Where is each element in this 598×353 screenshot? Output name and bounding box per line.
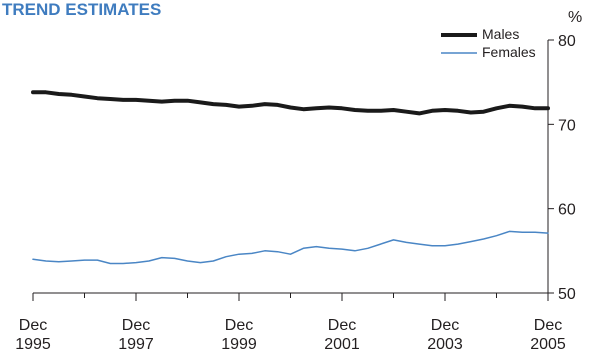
x-tick-label-year: 1999 [221, 336, 257, 353]
legend-label-males: Males [482, 26, 519, 42]
x-tick-label-month: Dec [431, 317, 459, 334]
series-layer [31, 90, 550, 265]
y-tick-label: 50 [558, 286, 576, 303]
x-tick-label-month: Dec [122, 317, 150, 334]
x-tick-label-year: 2005 [530, 336, 566, 353]
series-line-males [31, 90, 550, 116]
axes: 50 60 70 80 Dec 1995 Dec 1997 Dec 1999 Dec 2001 Dec 2… [15, 33, 576, 353]
y-tick-label: 60 [558, 202, 576, 219]
legend: Males Females [441, 26, 536, 60]
series-line-females [32, 230, 549, 265]
legend-label-females: Females [482, 44, 536, 60]
x-tick-label-month: Dec [534, 317, 562, 334]
chart-title: TREND ESTIMATES [2, 0, 161, 19]
x-tick-label-month: Dec [225, 317, 253, 334]
y-tick-label: 80 [558, 33, 576, 50]
x-tick-label-year: 2003 [427, 336, 463, 353]
x-tick-label-month: Dec [19, 317, 47, 334]
x-tick-label-year: 1995 [15, 336, 51, 353]
x-tick-label-year: 2001 [324, 336, 360, 353]
x-tick-label-year: 1997 [118, 336, 154, 353]
y-axis-label: % [568, 9, 582, 26]
y-tick-label: 70 [558, 117, 576, 134]
x-tick-label-month: Dec [328, 317, 356, 334]
